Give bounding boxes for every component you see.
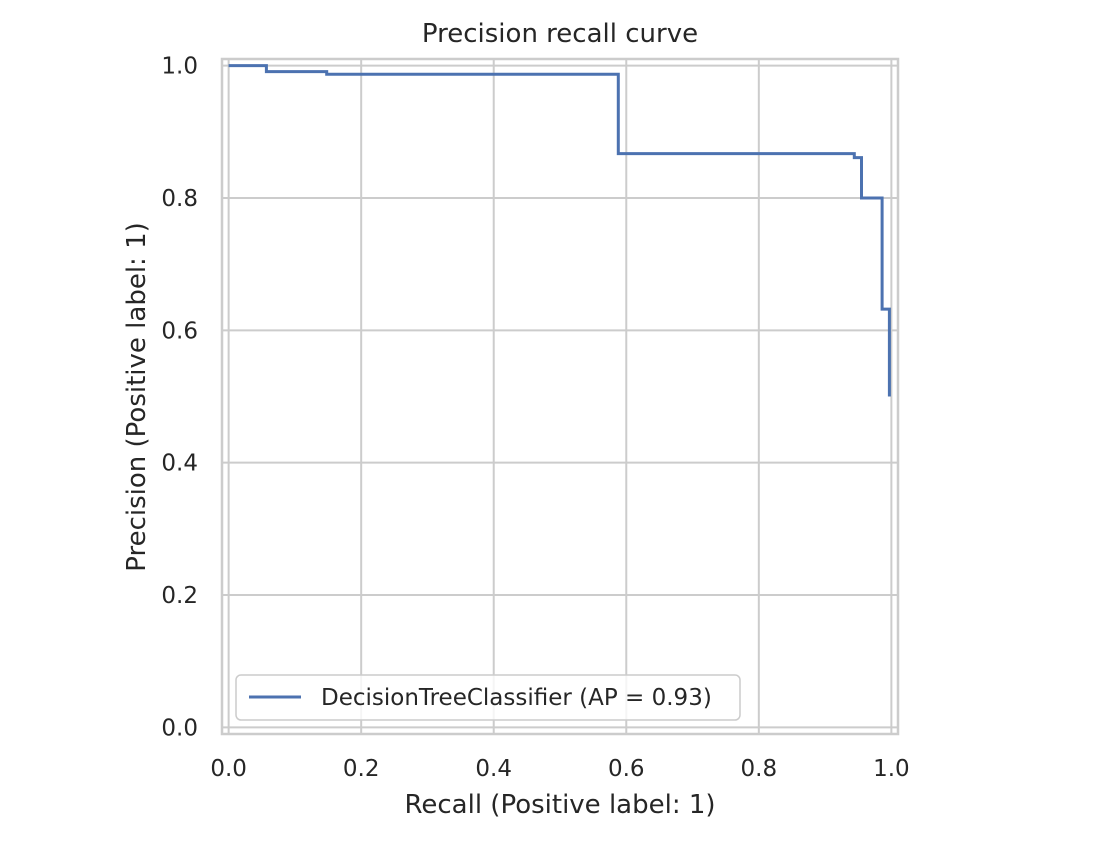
axes-frame (220, 57, 900, 736)
x-axis-label: Recall (Positive label: 1) (404, 790, 715, 820)
legend-box (235, 674, 741, 721)
y-axis-label: Precision (Positive label: 1) (122, 222, 152, 572)
y-ticks: 0.0 0.2 0.4 0.6 0.8 1.0 (161, 54, 198, 742)
x-tick-label: 0.6 (608, 756, 645, 782)
y-tick-label: 0.0 (161, 715, 198, 741)
y-tick-label: 0.2 (161, 583, 198, 609)
y-tick-label: 1.0 (161, 54, 198, 80)
legend-label: DecisionTreeClassifier (AP = 0.93) (321, 685, 712, 711)
chart-title: Precision recall curve (422, 19, 698, 49)
y-tick-label: 0.6 (161, 318, 198, 344)
x-tick-label: 0.4 (475, 756, 512, 782)
x-tick-label: 1.0 (873, 756, 910, 782)
grid (222, 59, 898, 734)
x-ticks: 0.0 0.2 0.4 0.6 0.8 1.0 (210, 756, 909, 782)
y-tick-label: 0.8 (161, 186, 198, 212)
series-layer (228, 64, 891, 397)
legend: DecisionTreeClassifier (AP = 0.93) (235, 674, 741, 721)
y-tick-label: 0.4 (161, 451, 198, 477)
x-tick-label: 0.2 (343, 756, 380, 782)
precision-recall-line (228, 64, 891, 397)
plot-area (222, 59, 898, 734)
x-tick-label: 0.0 (210, 756, 247, 782)
x-tick-label: 0.8 (741, 756, 778, 782)
